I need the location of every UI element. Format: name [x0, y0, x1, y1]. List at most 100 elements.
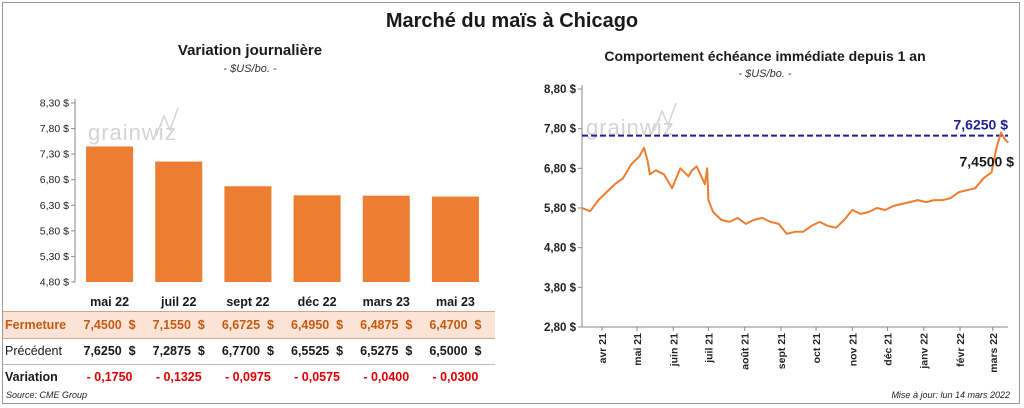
bar-chart: 4,80 $ 5,30 $ 5,80 $ 6,30 $ 6,80 $ 7,30 $ 7,80… [40, 98, 479, 309]
row-label: Variation [5, 370, 58, 384]
price-point [778, 223, 780, 225]
price-point [597, 199, 599, 201]
x-tick-label: déc 21 [882, 333, 894, 366]
price-point [1007, 141, 1009, 144]
table-cell: 6,5525 $ [291, 344, 344, 358]
price-point [737, 217, 739, 219]
y-tick-label: 2,80 $ [544, 322, 577, 334]
price-point [859, 213, 862, 215]
x-tick-label: mars 23 [363, 295, 410, 309]
price-point [958, 191, 960, 193]
y-tick-label: 4,80 $ [544, 243, 577, 255]
price-point [818, 221, 821, 223]
price-line [581, 131, 1009, 235]
high-label: 7,6250 $ [954, 117, 1009, 133]
price-point [649, 173, 651, 175]
price-point [679, 167, 681, 169]
price-point [982, 177, 985, 179]
left-subtitle: Variation journalière [177, 42, 323, 59]
bar-mai 23 [431, 196, 479, 282]
x-tick-label: mai 21 [632, 333, 644, 366]
price-point [786, 233, 788, 235]
y-tick-label: 5,30 $ [40, 251, 69, 263]
bar-sept 22 [224, 186, 272, 282]
row-label: Fermeture [5, 318, 67, 332]
last-price-label: 7,4500 $ [960, 154, 1015, 170]
price-point [917, 199, 919, 201]
table-cell: 7,2875 $ [152, 344, 205, 358]
table-cell: 6,7700 $ [221, 344, 274, 358]
y-tick-label: 5,80 $ [544, 203, 577, 215]
row-label: Précédent [5, 344, 62, 358]
price-point [843, 219, 845, 221]
table-cell: - 0,1325 [155, 370, 202, 384]
bar-juil 22 [155, 161, 203, 282]
right-subtitle: Comportement échéance immédiate depuis 1… [604, 48, 926, 64]
table-cell: 7,6250 $ [83, 344, 136, 358]
x-tick-label: sept 21 [776, 333, 788, 369]
x-tick-label: mars 22 [988, 333, 1000, 373]
price-point [827, 225, 829, 227]
price-point [995, 147, 997, 150]
x-tick-label: sept 22 [226, 295, 269, 309]
y-tick-label: 8,30 $ [40, 98, 69, 110]
price-point [707, 199, 709, 201]
price-point [851, 209, 853, 211]
table-row-fermeture: Fermeture 7,4500 $ 7,1550 $ 6,6725 $ 6,4950… [3, 311, 495, 339]
price-point [761, 217, 763, 219]
y-tick-label: 6,80 $ [544, 163, 577, 175]
left-unit: - $US/bo. - [223, 63, 277, 75]
table-cell: 6,4950 $ [291, 318, 344, 332]
x-tick-label: mai 22 [90, 295, 129, 309]
bar-mai 22 [86, 146, 134, 282]
table-cell: - 0,0575 [294, 370, 341, 384]
price-point [589, 210, 591, 212]
x-tick-label: nov 21 [847, 333, 859, 366]
price-point [884, 209, 886, 211]
x-tick-label: mai 23 [436, 295, 475, 309]
price-point [794, 231, 796, 233]
x-tick-label: janv 22 [919, 333, 931, 370]
line-chart: 2,80 $ 3,80 $ 4,80 $ 5,80 $ 6,80 $ 7,80 $ 8,80… [544, 84, 1015, 373]
outer-frame [2, 2, 1020, 404]
x-tick-label: févr 22 [955, 333, 967, 367]
y-tick-label: 8,80 $ [544, 84, 577, 96]
price-point [605, 191, 608, 193]
price-point [663, 173, 665, 175]
price-point [909, 201, 911, 203]
price-point [712, 211, 714, 213]
right-unit: - $US/bo. - [738, 68, 792, 80]
price-point [630, 163, 632, 165]
y-tick-label: 6,30 $ [40, 200, 69, 212]
price-point [991, 171, 993, 173]
bar-déc 22 [293, 195, 341, 282]
table-cell: - 0,0300 [432, 370, 479, 384]
price-point [835, 227, 837, 229]
x-tick-label: avr 21 [597, 333, 609, 364]
table-cell: 6,5000 $ [429, 344, 482, 358]
table-cell: 6,6725 $ [221, 318, 274, 332]
table-cell: - 0,1750 [86, 370, 133, 384]
price-point [876, 207, 878, 209]
price-point [706, 167, 708, 169]
table-cell: 7,1550 $ [152, 318, 205, 332]
y-tick-label: 7,80 $ [544, 124, 577, 136]
price-point [643, 147, 645, 149]
table-row-precedent: Précédent 7,6250 $ 7,2875 $ 6,7700 $ 6,5525… [3, 338, 495, 365]
price-point [941, 199, 944, 201]
price-point [745, 223, 747, 225]
price-point [646, 159, 649, 161]
price-point [704, 183, 706, 185]
x-tick-label: juil 22 [160, 295, 196, 309]
x-tick-label: août 21 [740, 333, 752, 370]
y-tick-label: 5,80 $ [40, 225, 69, 237]
price-point [614, 183, 616, 185]
price-point [974, 187, 976, 189]
table-cell: - 0,0400 [363, 370, 410, 384]
x-tick-label: juil 21 [703, 333, 715, 364]
price-point [655, 169, 657, 171]
table-cell: 6,4875 $ [360, 318, 413, 332]
price-point [638, 155, 640, 158]
table-row-variation: Variation - 0,1750 - 0,1325 - 0,0975 - 0,05… [3, 364, 495, 390]
table-cell: - 0,0975 [224, 370, 271, 384]
